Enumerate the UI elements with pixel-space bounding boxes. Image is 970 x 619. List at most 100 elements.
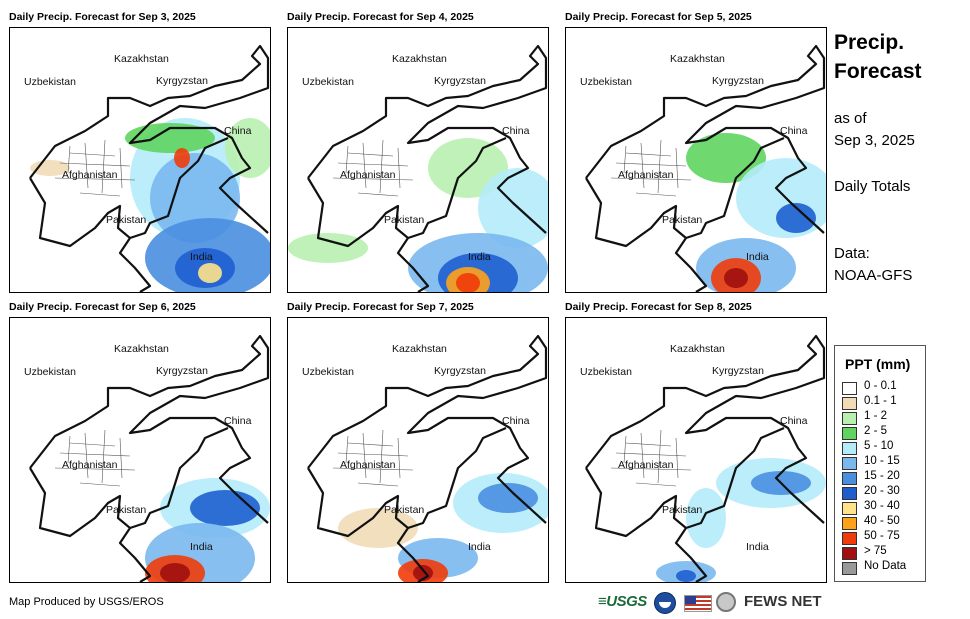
panel-title: Daily Precip. Forecast for Sep 5, 2025: [565, 11, 752, 23]
country-label-kyrgyzstan: Kyrgyzstan: [712, 365, 764, 377]
precip-area: [456, 273, 480, 292]
country-borders: [29, 44, 270, 292]
precip-map: Kazakhstan Uzbekistan Kyrgyzstan China Afgha…: [9, 27, 271, 293]
agency-logos: ≡USGS FEWS NET: [598, 591, 823, 615]
legend-swatch: [842, 487, 857, 500]
legend-label: 40 - 50: [864, 515, 900, 527]
country-borders: [307, 334, 548, 582]
legend-label: 2 - 5: [864, 425, 888, 437]
precip-area: [190, 490, 260, 526]
country-label-china: China: [224, 125, 252, 137]
precip-area: [125, 123, 215, 153]
precip-area: [478, 168, 548, 248]
panel-title: Daily Precip. Forecast for Sep 8, 2025: [565, 301, 752, 313]
us-flag-icon: [684, 595, 712, 612]
map-svg: Kazakhstan Uzbekistan Kyrgyzstan China Afgha…: [288, 44, 548, 292]
province-borders: [610, 429, 692, 487]
precip-map: Kazakhstan Uzbekistan Kyrgyzstan China Afgha…: [287, 317, 549, 583]
country-label-uzbekistan: Uzbekistan: [302, 76, 354, 88]
country-label-kazakhstan: Kazakhstan: [670, 343, 725, 355]
precip-area: [338, 508, 418, 548]
legend-swatch: [842, 562, 857, 575]
country-borders: [585, 334, 826, 582]
country-label-india: India: [746, 251, 769, 263]
precip-area: [198, 263, 222, 283]
legend-label: 0 - 0.1: [864, 380, 897, 392]
legend-swatch: [842, 412, 857, 425]
legend-swatch: [842, 442, 857, 455]
country-label-uzbekistan: Uzbekistan: [24, 366, 76, 378]
province-borders: [54, 429, 136, 487]
legend-swatch: [842, 517, 857, 530]
country-label-afghanistan: Afghanistan: [340, 169, 396, 181]
legend-label: 20 - 30: [864, 485, 900, 497]
precip-area: [288, 233, 368, 263]
noaa-logo-icon: [654, 592, 676, 614]
map-svg: Kazakhstan Uzbekistan Kyrgyzstan China Afgha…: [302, 334, 548, 582]
precip-area: [776, 203, 816, 233]
panel-title: Daily Precip. Forecast for Sep 6, 2025: [9, 301, 196, 313]
fews-net-logo: FEWS NET: [744, 593, 822, 610]
precip-map: Kazakhstan Uzbekistan Kyrgyzstan China Afgha…: [565, 27, 827, 293]
country-label-afghanistan: Afghanistan: [62, 459, 118, 471]
country-label-kyrgyzstan: Kyrgyzstan: [156, 365, 208, 377]
precip-area: [225, 118, 270, 178]
legend-label: > 75: [864, 545, 887, 557]
legend-swatch: [842, 532, 857, 545]
country-borders: [29, 334, 270, 582]
forecast-panel-2: Daily Precip. Forecast for Sep 4, 2025 K…: [287, 11, 549, 293]
map-credit: Map Produced by USGS/EROS: [9, 596, 164, 608]
country-label-pakistan: Pakistan: [384, 214, 424, 226]
panel-title: Daily Precip. Forecast for Sep 3, 2025: [9, 11, 196, 23]
country-label-india: India: [468, 541, 491, 553]
legend-swatch: [842, 397, 857, 410]
legend-label: 15 - 20: [864, 470, 900, 482]
country-label-afghanistan: Afghanistan: [340, 459, 396, 471]
legend-swatch: [842, 472, 857, 485]
precip-legend: PPT (mm) 0 - 0.1 0.1 - 1 1 - 2 2 - 5 5 - 10 1…: [834, 345, 926, 582]
country-label-uzbekistan: Uzbekistan: [302, 366, 354, 378]
legend-label: 50 - 75: [864, 530, 900, 542]
country-label-india: India: [190, 541, 213, 553]
legend-swatch: [842, 502, 857, 515]
legend-label: 5 - 10: [864, 440, 894, 452]
legend-swatch: [842, 427, 857, 440]
precip-map: Kazakhstan Uzbekistan Kyrgyzstan China Afgha…: [9, 317, 271, 583]
data-source-label: Data:: [834, 245, 870, 262]
country-borders: [585, 44, 826, 292]
precip-area: [686, 488, 726, 548]
legend-label: 10 - 15: [864, 455, 900, 467]
country-label-afghanistan: Afghanistan: [618, 169, 674, 181]
data-source-value: NOAA-GFS: [834, 267, 913, 284]
precip-area: [174, 148, 190, 168]
country-label-kyrgyzstan: Kyrgyzstan: [434, 365, 486, 377]
legend-swatch: [842, 547, 857, 560]
totals-label: Daily Totals: [834, 178, 911, 195]
legend-swatch: [842, 457, 857, 470]
precip-area: [686, 133, 766, 183]
country-label-india: India: [190, 251, 213, 263]
map-svg: Kazakhstan Uzbekistan Kyrgyzstan China Afgha…: [580, 334, 826, 582]
province-borders: [610, 139, 692, 197]
country-label-uzbekistan: Uzbekistan: [580, 76, 632, 88]
country-label-china: China: [780, 415, 808, 427]
country-label-india: India: [468, 251, 491, 263]
country-label-kazakhstan: Kazakhstan: [670, 53, 725, 65]
province-borders: [332, 139, 414, 197]
forecast-panel-3: Daily Precip. Forecast for Sep 5, 2025 K…: [565, 11, 827, 293]
legend-label: 30 - 40: [864, 500, 900, 512]
as-of-label: as of: [834, 110, 867, 127]
country-label-kazakhstan: Kazakhstan: [392, 53, 447, 65]
legend-title: PPT (mm): [845, 356, 911, 372]
country-label-kazakhstan: Kazakhstan: [114, 53, 169, 65]
usgs-logo: ≡USGS: [598, 593, 647, 610]
data-source: Data: NOAA-GFS: [834, 243, 912, 287]
country-label-china: China: [780, 125, 808, 137]
panel-title: Daily Precip. Forecast for Sep 4, 2025: [287, 11, 474, 23]
country-label-china: China: [502, 125, 530, 137]
country-label-uzbekistan: Uzbekistan: [580, 366, 632, 378]
country-borders: [307, 44, 548, 292]
country-label-uzbekistan: Uzbekistan: [24, 76, 76, 88]
precip-area: [724, 268, 748, 288]
country-label-china: China: [502, 415, 530, 427]
